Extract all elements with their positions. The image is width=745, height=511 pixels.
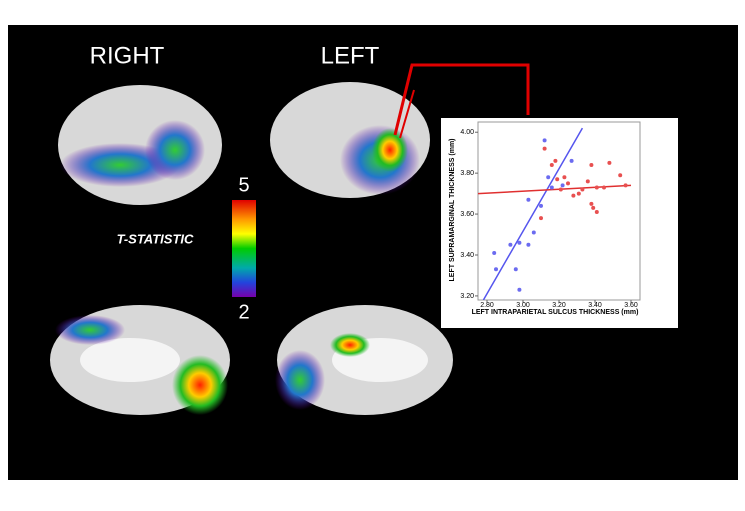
y-tick-label: 3.60	[460, 211, 474, 218]
x-tick-label: 3.60	[624, 302, 638, 309]
y-tick-label: 4.00	[460, 129, 474, 136]
colorbar-tick-label: 2	[238, 301, 249, 323]
point	[542, 138, 547, 143]
point	[517, 240, 522, 245]
point	[585, 179, 590, 184]
point	[607, 160, 612, 165]
point	[494, 267, 498, 272]
point	[580, 187, 585, 192]
point	[549, 162, 554, 167]
x-tick-label: 3.40	[588, 302, 602, 309]
point	[549, 185, 554, 190]
point	[566, 181, 570, 186]
point	[508, 242, 513, 247]
point	[517, 287, 522, 292]
panel-label: LEFT	[321, 42, 380, 69]
point	[576, 191, 581, 196]
point	[539, 216, 543, 221]
point	[571, 193, 576, 198]
colorbar-title: T-STATISTIC	[117, 231, 194, 246]
point	[558, 187, 563, 192]
point	[555, 177, 560, 182]
point	[569, 158, 574, 163]
fit-line	[482, 127, 584, 300]
connector	[399, 89, 415, 139]
point	[553, 158, 558, 163]
y-tick-label: 3.40	[460, 252, 474, 259]
point	[542, 146, 547, 151]
y-tick-label: 3.80	[460, 170, 474, 177]
point	[602, 185, 606, 190]
connector	[393, 63, 530, 136]
x-tick-label: 2.80	[480, 302, 494, 309]
x-axis-label: LEFT INTRAPARIETAL SULCUS THICKNESS (mm)	[472, 309, 639, 316]
point	[589, 162, 594, 167]
colorbar-tick-label: 5	[238, 174, 249, 196]
point	[531, 230, 536, 235]
brain-right-medial	[50, 305, 230, 415]
x-tick-label: 3.00	[516, 302, 530, 309]
point	[546, 175, 551, 180]
point	[562, 175, 567, 180]
point	[594, 210, 599, 215]
brain-right-lateral	[58, 85, 222, 205]
plot	[478, 127, 632, 300]
plot-area	[477, 121, 641, 301]
y-tick-label: 3.20	[460, 293, 474, 300]
point	[594, 185, 599, 190]
colorbar	[232, 200, 256, 297]
point	[539, 203, 543, 208]
point	[513, 267, 518, 272]
point	[492, 250, 497, 255]
panel-label: RIGHT	[90, 42, 165, 69]
point	[618, 173, 623, 178]
y-axis-label: LEFT SUPRAMARGINAL THICKNESS (mm)	[449, 139, 456, 282]
point	[591, 205, 596, 210]
point	[623, 183, 628, 188]
brain-left-lateral	[270, 82, 430, 198]
point	[526, 197, 531, 202]
point	[526, 242, 531, 247]
x-tick-label: 3.20	[552, 302, 566, 309]
brain-left-medial	[275, 305, 453, 415]
point	[589, 201, 594, 206]
point	[560, 183, 565, 188]
